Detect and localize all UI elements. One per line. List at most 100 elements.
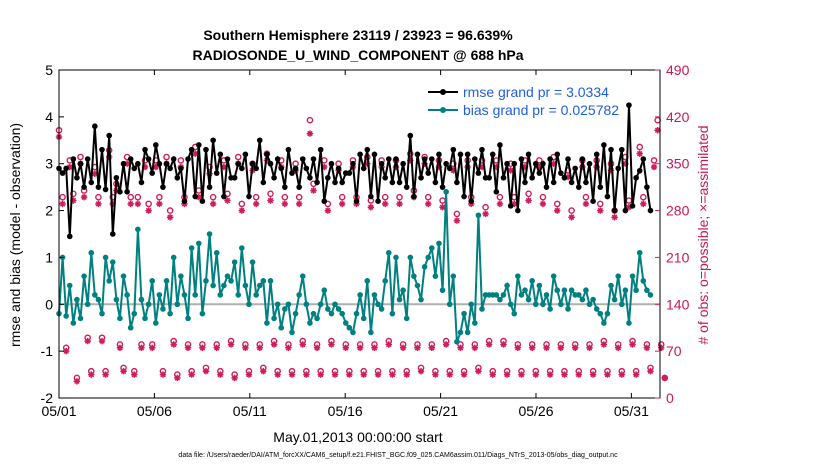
bias-point (403, 315, 410, 322)
bias-point (127, 324, 134, 331)
obs-assimilated-point (604, 371, 611, 378)
y-tick-label-right: 0 (666, 390, 674, 406)
rmse-point (622, 207, 629, 214)
bias-point (170, 254, 177, 261)
rmse-point (515, 207, 521, 214)
rmse-point (579, 156, 586, 162)
obs-assimilated-point (256, 344, 263, 351)
obs-assimilated-point (109, 200, 116, 208)
bias-point (622, 287, 629, 294)
rmse-point (428, 156, 435, 162)
rmse-point (299, 156, 306, 162)
obs-possible-point (134, 193, 142, 201)
bias-point (92, 292, 98, 298)
obs-assimilated-point (475, 368, 482, 375)
bias-point (371, 292, 378, 298)
rmse-point (199, 198, 206, 204)
obs-assimilated-point (600, 341, 608, 348)
bias-point (353, 310, 360, 317)
obs-assimilated-point (597, 207, 604, 214)
bias-point (102, 254, 109, 261)
obs-assimilated-point (84, 337, 91, 345)
bias-point (253, 292, 259, 298)
obs-assimilated-point (647, 368, 654, 375)
bias-point (604, 310, 611, 317)
bias-point (400, 287, 406, 294)
bias-point (282, 306, 288, 312)
bias-point (317, 301, 324, 308)
bias-point (328, 310, 335, 317)
bias-point (554, 287, 561, 294)
bias-point (303, 301, 310, 308)
obs-assimilated-point (213, 344, 220, 351)
legend-rmse-marker (440, 89, 446, 95)
chart-subtitle: RADIOSONDE_U_WIND_COMPONENT @ 688 hPa (192, 47, 523, 63)
bias-point (185, 315, 191, 322)
legend-bias-marker (440, 107, 446, 113)
rmse-point (192, 193, 199, 200)
bias-point (644, 287, 650, 294)
rmse-point (63, 165, 69, 172)
rmse-point (615, 165, 621, 172)
bias-point (120, 273, 127, 279)
rmse-point (231, 174, 238, 181)
bias-point (274, 301, 281, 308)
rmse-point (357, 151, 363, 158)
rmse-point (292, 165, 299, 172)
bias-point (332, 301, 338, 308)
y-tick-label-right: 140 (666, 296, 690, 312)
rmse-point (124, 189, 130, 195)
bias-point (131, 310, 138, 317)
bias-point (575, 292, 582, 298)
obs-assimilated-point (371, 344, 378, 351)
bias-point (357, 292, 363, 298)
obs-assimilated-point (457, 344, 464, 351)
bias-point (626, 320, 632, 326)
rmse-point (181, 198, 188, 204)
bias-point (515, 273, 521, 279)
bias-point (428, 245, 435, 251)
y-tick-label: -1 (41, 343, 54, 359)
bias-point (461, 310, 467, 317)
obs-assimilated-point (381, 200, 389, 208)
bias-point (213, 249, 220, 256)
rmse-point (601, 142, 607, 148)
y-axis-label: rmse and bias (model - observation) (7, 123, 23, 347)
rmse-point (360, 165, 367, 172)
rmse-point (206, 184, 213, 190)
rmse-point (131, 165, 138, 172)
rmse-point (321, 198, 328, 204)
rmse-point (138, 179, 145, 186)
rmse-point (278, 165, 285, 172)
rmse-point (421, 156, 428, 162)
bias-point (518, 292, 525, 298)
obs-assimilated-point (453, 217, 461, 224)
bias-point (296, 292, 302, 298)
bias-point (647, 292, 654, 298)
rmse-point (558, 170, 564, 176)
rmse-point (489, 151, 496, 158)
x-tick-label: 05/26 (518, 403, 553, 419)
bias-point (393, 254, 399, 261)
bias-point (95, 296, 102, 303)
bias-point (389, 310, 396, 317)
rmse-point (253, 165, 259, 172)
bias-point (446, 301, 453, 308)
obs-assimilated-point (557, 344, 565, 351)
obs-assimilated-point (658, 344, 665, 351)
bias-point (152, 320, 159, 326)
rmse-line (58, 105, 652, 237)
obs-assimilated-point (224, 197, 231, 204)
obs-assimilated-point (306, 130, 314, 137)
obs-possible-point (177, 157, 185, 164)
obs-assimilated-point (442, 341, 450, 348)
bias-point (536, 282, 543, 289)
y-tick-label-right: 210 (666, 249, 690, 265)
obs-possible-point (252, 193, 260, 201)
obs-assimilated-point (120, 368, 127, 375)
obs-assimilated-point (295, 200, 303, 208)
rmse-point (450, 146, 457, 153)
obs-assimilated-point (589, 371, 597, 378)
rmse-point (235, 160, 242, 167)
rmse-point (493, 189, 500, 195)
